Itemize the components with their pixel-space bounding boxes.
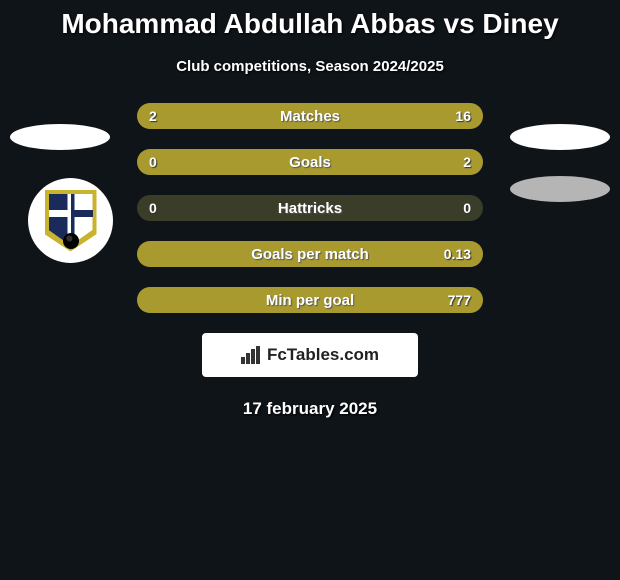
stat-label: Goals per match bbox=[137, 246, 483, 263]
stat-label: Hattricks bbox=[137, 200, 483, 217]
branding-text: FcTables.com bbox=[267, 345, 379, 365]
stat-row: 00Hattricks bbox=[137, 195, 483, 221]
bar-chart-icon bbox=[241, 346, 261, 364]
stat-label: Goals bbox=[137, 154, 483, 171]
stat-row: 0.13Goals per match bbox=[137, 241, 483, 267]
comparison-card: Mohammad Abdullah Abbas vs Diney Club co… bbox=[0, 0, 620, 419]
page-subtitle: Club competitions, Season 2024/2025 bbox=[0, 58, 620, 75]
footer-date: 17 february 2025 bbox=[0, 399, 620, 419]
stats-list: 216Matches 02Goals 00Hattricks 0.13Goals pe… bbox=[0, 103, 620, 313]
stat-label: Min per goal bbox=[137, 292, 483, 309]
stat-label: Matches bbox=[137, 108, 483, 125]
stat-row: 777Min per goal bbox=[137, 287, 483, 313]
page-title: Mohammad Abdullah Abbas vs Diney bbox=[0, 0, 620, 40]
branding-banner: FcTables.com bbox=[202, 333, 418, 377]
stat-row: 02Goals bbox=[137, 149, 483, 175]
stat-row: 216Matches bbox=[137, 103, 483, 129]
